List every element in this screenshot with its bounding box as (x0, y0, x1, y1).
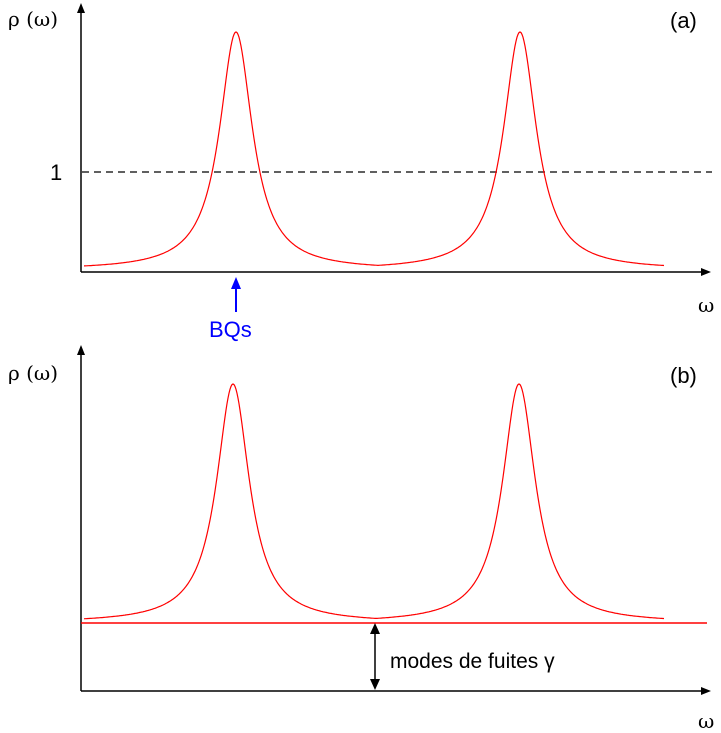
panel-b-tag: (b) (670, 363, 697, 388)
panel-a-tag: (a) (670, 8, 697, 33)
panel-b-x-label: ω (698, 709, 714, 733)
panel-b-gamma-arrow-top (370, 623, 380, 634)
panel-a-bqs-label: BQs (209, 317, 252, 342)
panel-b-gamma-arrow-bottom (370, 679, 380, 690)
panel-a-y-label: ρ (ω) (8, 7, 58, 31)
panel-b: ρ (ω) (b) modes de fuites γ ω (8, 345, 714, 733)
panel-b-curve (83, 383, 664, 620)
panel-a: ρ (ω) (a) 1 ω BQs (8, 3, 714, 342)
panel-b-y-label: ρ (ω) (8, 361, 58, 385)
panel-a-tick-one: 1 (50, 160, 62, 185)
panel-b-annotation: modes de fuites γ (390, 650, 555, 673)
panel-a-curve (84, 31, 665, 267)
panel-a-x-label: ω (698, 293, 714, 317)
